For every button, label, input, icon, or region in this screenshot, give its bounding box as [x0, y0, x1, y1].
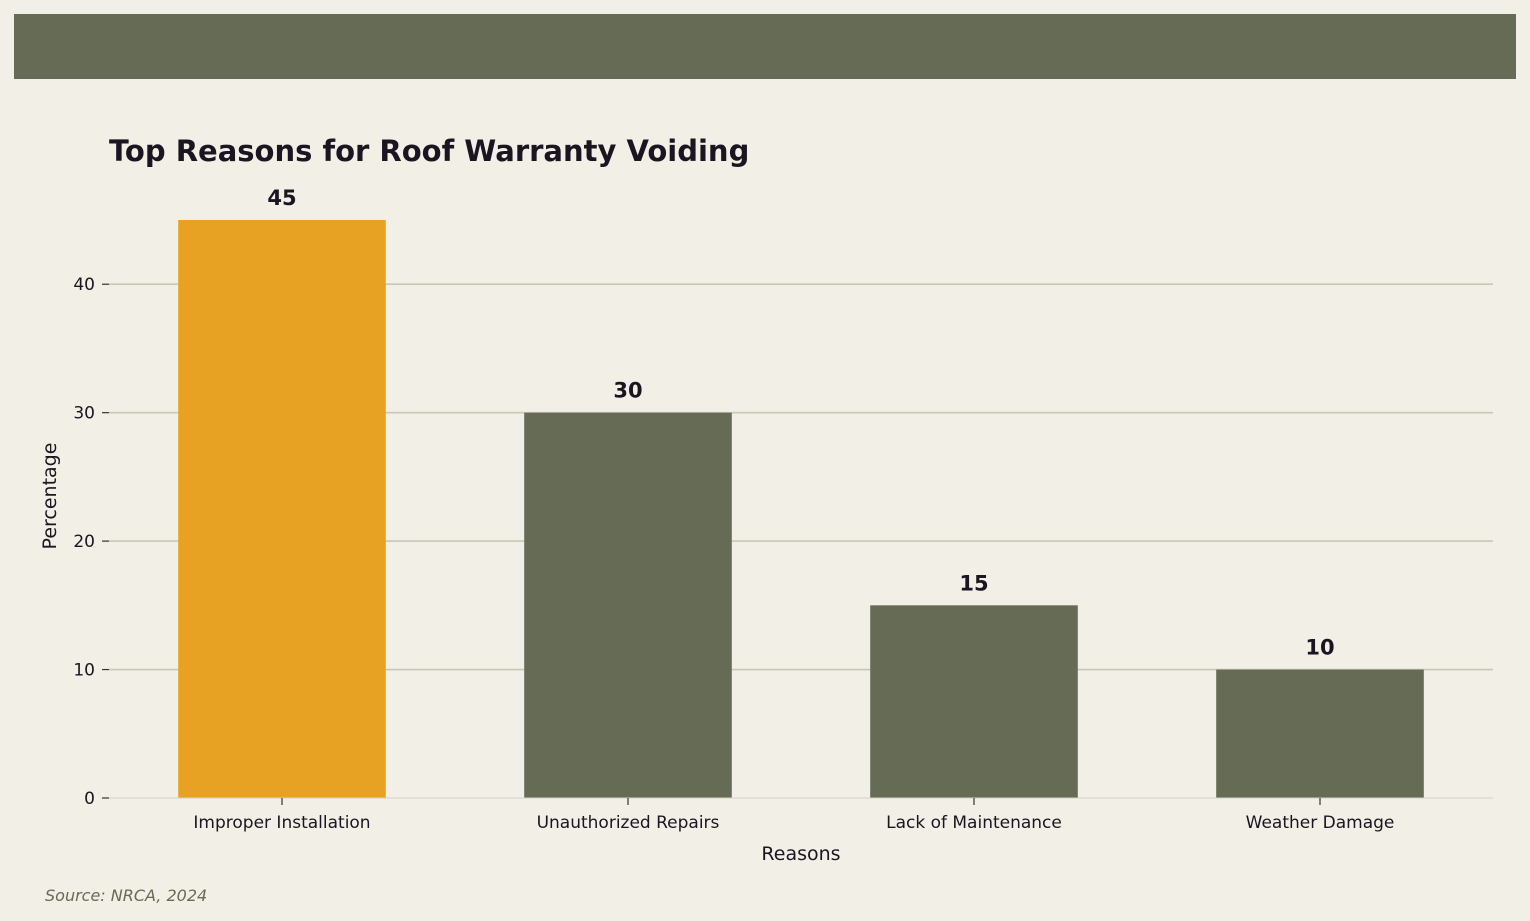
x-tick-label: Lack of Maintenance: [886, 813, 1062, 833]
bar-value-label: 15: [959, 571, 988, 595]
bar: [524, 412, 732, 798]
x-tick-label: Improper Installation: [193, 813, 370, 833]
bar: [1216, 669, 1424, 798]
x-axis: Improper Installation Unauthorized Repair…: [109, 797, 1493, 833]
data-labels: 45 30 15 10: [267, 186, 1334, 660]
bar: [178, 220, 386, 798]
bar-value-label: 30: [613, 379, 642, 403]
bar-value-label: 45: [267, 186, 296, 210]
y-tick-label: 10: [73, 661, 95, 681]
x-tick-label: Unauthorized Repairs: [537, 813, 720, 833]
x-axis-title: Reasons: [761, 843, 840, 865]
chart-title: Top Reasons for Roof Warranty Voiding: [109, 134, 750, 168]
y-axis: 0 10 20 30 40: [73, 275, 109, 809]
top-banner: [14, 14, 1516, 79]
x-tick-label: Weather Damage: [1246, 813, 1395, 833]
bars: [178, 220, 1424, 798]
source-note: Source: NRCA, 2024: [45, 886, 208, 905]
y-tick-label: 20: [73, 532, 95, 552]
y-tick-label: 30: [73, 404, 95, 424]
bar: [870, 605, 1078, 798]
y-tick-label: 40: [73, 275, 95, 295]
y-axis-title: Percentage: [39, 443, 61, 550]
bar-value-label: 10: [1305, 636, 1334, 660]
y-tick-label: 0: [84, 789, 95, 809]
